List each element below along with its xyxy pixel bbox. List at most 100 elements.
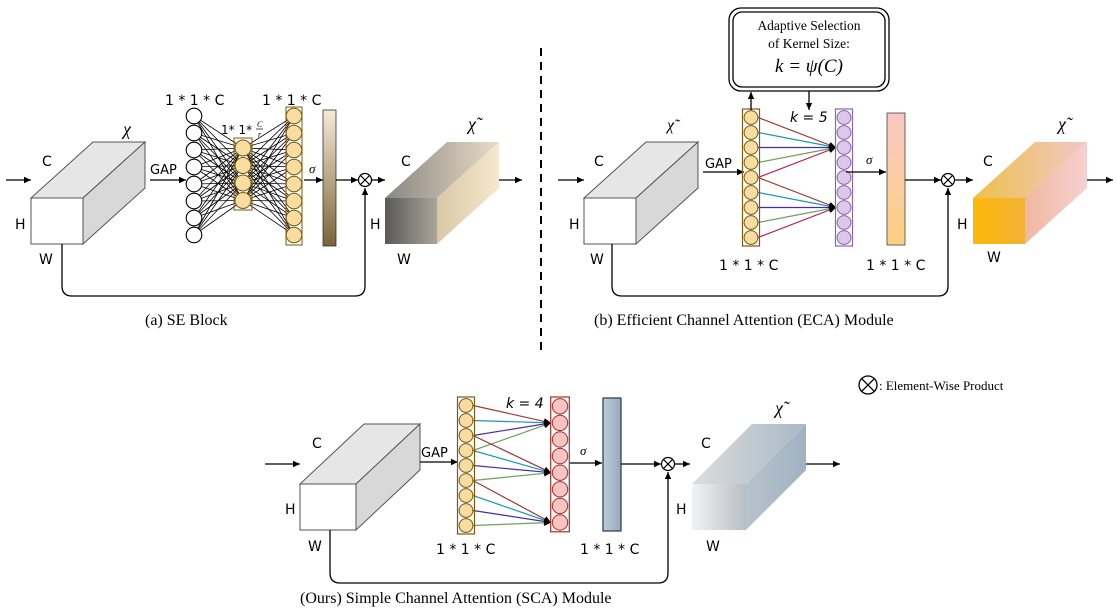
se-h-label: H [15,217,26,233]
sca-out-c-label: C [701,436,711,452]
se-fc1-node [185,226,203,244]
eca-conv-node [836,170,852,185]
sca-conv-line [472,422,552,452]
eca-kernel-selection-box [728,7,890,92]
se-fc2-node [285,226,303,244]
eca-conv-line [757,131,837,150]
eca-input-feature-map [582,140,700,246]
legend: : Element-Wise Product [858,375,1004,395]
sca-pooled-node [458,428,474,443]
sca-conv-line [472,519,552,527]
eca-pooled-node [743,200,759,215]
sca-input-feature-map [298,422,422,532]
eca-out-c-label: C [983,154,993,170]
se-frac-num: C [257,120,263,129]
se-out-label: χ̃ [466,114,484,134]
sca-conv-node [551,447,569,465]
se-frac-den: r [258,130,262,139]
se-mid-label: 1* 1* [221,123,252,137]
sca-conv-node [551,464,569,481]
eca-conv-line [757,176,837,209]
se-fc2-node [285,158,303,176]
sca-module: C H W GAP k = 4 1 * 1 * C 1 * 1 * C σ χ̃… [265,396,840,607]
se-connection [193,165,244,236]
sca-conv-line [472,404,552,425]
eca-box-formula: k = ψ(C) [775,56,843,77]
sca-conv-line [472,434,552,474]
se-fc1-node [185,192,203,210]
sca-conv-node [551,481,569,498]
sca-pooled-node [458,458,474,473]
se-fc1-node [185,175,203,193]
eca-conv-line [757,205,837,224]
sca-product-icon [660,456,676,472]
eca-pooled-node [743,230,759,245]
se-connection [193,147,244,202]
sca-pooled-frame [456,396,476,535]
eca-vec1-label: 1 * 1 * C [719,258,779,274]
eca-sigma-label: σ [866,152,873,167]
sca-conv-line [472,494,552,524]
se-fc2-node [285,192,303,210]
eca-box-line1: Adaptive Selection [757,18,860,33]
eca-box-line2: of Kernel Size: [768,36,850,51]
eca-conv-node [836,110,852,125]
se-reduced-nodes [233,137,253,211]
legend-text: : Element-Wise Product [879,378,1004,393]
se-out-h-label: H [370,217,381,233]
eca-h-label: H [569,217,580,233]
se-reduced-node [234,157,252,174]
sca-pooled-node [458,488,474,503]
se-gap-label: GAP [150,163,177,178]
sca-conv-node [551,497,569,515]
se-connection [193,132,244,149]
sca-conv-line [472,479,552,524]
eca-conv-node [836,125,852,140]
eca-caption: (b) Efficient Channel Attention (ECA) Mo… [594,312,894,329]
se-connection [193,147,244,219]
sca-conv-node [551,414,569,432]
se-connection [193,200,244,236]
se-output-feature-map [385,142,499,244]
eca-conv-node [836,185,852,200]
sca-conv-vector [550,396,570,533]
sca-pooled-vector [456,396,476,535]
sca-conv-line [472,449,552,474]
eca-out-h-label: H [957,217,968,233]
sca-sigma-label: σ [580,443,587,458]
sca-w-label: W [308,539,322,555]
se-fc2-node [285,209,303,227]
se-connection [193,147,244,236]
eca-pooled-node [743,140,759,155]
se-reduced-node [234,192,252,209]
eca-conv-node [836,200,852,215]
se-connection [193,182,244,236]
se-out-w-label: W [397,252,411,268]
eca-attention-bar [886,112,906,246]
sca-c-label: C [312,436,322,452]
sca-gap-label: GAP [421,446,448,461]
sca-conv-lines [472,404,552,527]
sca-conv-line [472,509,552,525]
eca-module: χ̃ C H W GAP Adaptive Selection of Kerne… [558,7,1113,329]
se-sigma-label: σ [309,161,316,176]
se-c-label: C [42,154,52,170]
se-fc1-node [185,124,203,142]
eca-conv-node [836,140,852,155]
sca-h-label: H [285,502,296,518]
se-x-label: χ [121,119,132,139]
eca-pooled-node [743,185,759,200]
se-input-feature-map [29,140,147,246]
se-fc1-node [185,107,203,125]
eca-c-label: C [594,154,604,170]
eca-pooled-node [743,155,759,170]
se-fc1-node [185,158,203,176]
se-fc2-node [285,141,303,159]
eca-out-label: χ̃ [1056,114,1074,134]
eca-conv-line [757,116,837,149]
se-fc2-node [285,124,303,142]
sca-pooled-node [458,518,474,533]
eca-pooled-vector [741,108,761,247]
se-fc1-node [185,141,203,159]
sca-conv-frame [550,396,570,533]
